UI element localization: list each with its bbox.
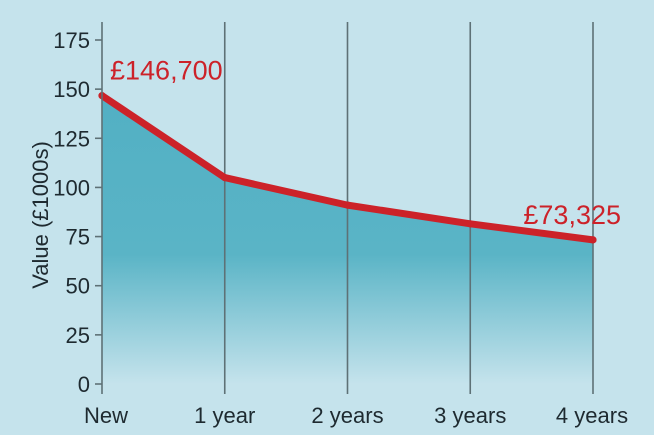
y-tick-label: 150 [53,77,90,102]
line-layer [98,92,597,244]
data-label: £73,325 [523,200,621,230]
y-tick-label: 25 [66,323,90,348]
y-tick-label: 0 [78,372,90,397]
data-point [343,201,352,209]
y-tick-label: 175 [53,28,90,53]
x-tick-label: 3 years [434,403,506,428]
y-tick-label: 125 [53,126,90,151]
x-tick-label: 1 year [194,403,255,428]
data-point [221,174,229,182]
y-tick-label: 75 [66,225,90,250]
y-axis-title: Value (£1000s) [28,141,53,289]
annotations: £146,700 £73,325 [110,56,621,230]
x-tick-label: 4 years [556,403,628,428]
data-point [466,220,474,228]
y-tick-label: 100 [53,175,90,200]
data-label: £146,700 [110,56,223,86]
y-axis: 0 25 50 75 100 125 150 175 [53,22,103,397]
x-axis: New 1 year 2 years 3 years 4 years [84,403,628,428]
x-tick-label: 2 years [311,403,383,428]
x-tick-label: New [84,403,128,428]
y-tick-label: 50 [66,274,90,299]
data-point [589,236,597,244]
